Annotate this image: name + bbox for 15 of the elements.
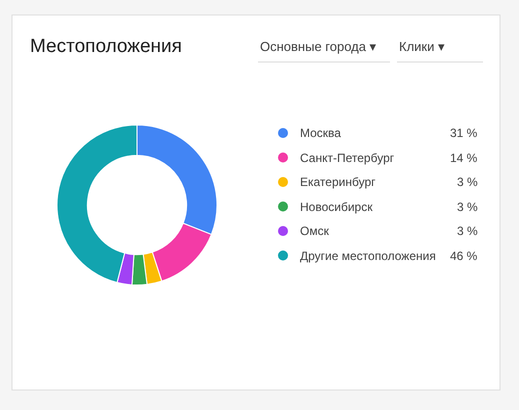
text: Основные города ▾ [260,39,377,54]
legend-label: Новосибирск [300,200,374,214]
data-label: 46 % [450,249,478,263]
legend-label: Санкт-Петербург [300,151,395,165]
chart-title: Местоположения [30,36,182,57]
data-label: 31 % [450,126,478,140]
data-label: 14 % [450,151,478,165]
data-label: 3 % [457,200,478,214]
legend-label: Омск [300,224,330,238]
text: Клики ▾ [399,39,445,54]
legend-label: Екатеринбург [300,175,376,189]
data-label: 3 % [457,224,478,238]
data-label: 3 % [457,175,478,189]
legend-label: Москва [300,126,342,140]
legend-label: Другие местоположения [300,249,436,263]
